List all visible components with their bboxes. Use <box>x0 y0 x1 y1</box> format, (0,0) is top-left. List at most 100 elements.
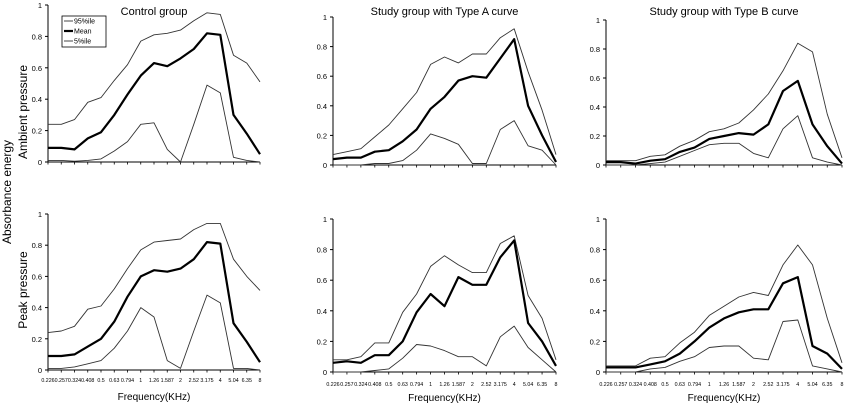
legend-label: Mean <box>74 29 92 36</box>
x-axis-label: Frequency(KHz) <box>688 393 761 403</box>
x-tick-label: 0.63 <box>675 382 685 388</box>
x-tick-label: 4 <box>513 382 516 388</box>
y-tick-label: 0 <box>38 158 42 167</box>
x-tick-label: 3.175 <box>200 378 213 384</box>
y-tick-label: 0.4 <box>317 307 327 316</box>
figure-labels: Absorbance energy Ambient pressure Peak … <box>0 65 30 329</box>
y-tick-label: 0.2 <box>590 132 600 141</box>
y-tick-label: 0.4 <box>590 103 600 112</box>
y-tick-label: 0.2 <box>590 337 600 346</box>
figure-ylabel: Absorbance energy <box>0 140 14 244</box>
x-tick-label: 0.257 <box>55 378 68 384</box>
x-axis-label: Frequency(KHz) <box>118 392 191 403</box>
y-tick-label: 0.2 <box>317 337 327 346</box>
y-tick-label: 0.2 <box>32 127 42 136</box>
x-tick-label: 0.257 <box>614 382 627 388</box>
x-tick-label: 0.324 <box>629 382 642 388</box>
x-tick-label: 0.226 <box>41 378 54 384</box>
x-tick-label: 2.52 <box>481 382 491 388</box>
y-tick-label: 0.4 <box>32 95 42 104</box>
x-tick-label: 0.5 <box>661 382 668 388</box>
y-tick-label: 0.8 <box>32 241 42 250</box>
y-tick-label: 0.8 <box>317 43 327 52</box>
series-line-95pctile <box>606 42 843 162</box>
legend-label: 5%ile <box>74 39 91 46</box>
x-tick-label: 1.587 <box>161 378 174 384</box>
panel-1: 0 0.2 0.4 0.6 0.8 1 Control group <box>32 1 261 167</box>
x-tick-label: 6.35 <box>242 378 252 384</box>
series-line-5pctile <box>333 120 557 166</box>
x-tick-label: 0.794 <box>121 378 134 384</box>
series-line-5pctile <box>48 84 261 163</box>
y-tick-label: 0 <box>323 368 327 377</box>
x-axis-label: Frequency(KHz) <box>408 393 481 403</box>
series-line-mean <box>332 239 557 367</box>
panel-title: Study group with Type B curve <box>650 6 799 18</box>
y-tick-label: 0 <box>596 368 600 377</box>
x-tick-label: 2 <box>471 382 474 388</box>
y-tick-label: 0.4 <box>317 102 327 111</box>
series-line-mean <box>606 79 843 165</box>
series-line-mean <box>332 38 557 163</box>
x-tick-label: 8 <box>259 378 262 384</box>
y-tick-label: 0.6 <box>317 276 327 285</box>
y-tick-label: 0.2 <box>32 335 42 344</box>
series-line-5pctile <box>48 294 261 371</box>
x-tick-label: 0.5 <box>97 378 104 384</box>
x-tick-label: 0.408 <box>81 378 94 384</box>
x-tick-label: 8 <box>555 382 558 388</box>
x-tick-label: 1.26 <box>149 378 159 384</box>
x-tick-label: 6.35 <box>822 382 832 388</box>
x-tick-label: 0.324 <box>354 382 367 388</box>
y-tick-label: 1 <box>596 16 600 25</box>
row-label-peak: Peak pressure <box>16 251 30 329</box>
x-tick-label: 1.587 <box>732 382 745 388</box>
series-line-95pctile <box>333 235 557 361</box>
x-tick-label: 2 <box>179 378 182 384</box>
x-tick-label: 5.04 <box>228 378 238 384</box>
y-tick-label: 0.2 <box>317 131 327 140</box>
series-line-mean <box>48 32 261 155</box>
panel-title: Study group with Type A curve <box>371 6 519 18</box>
y-tick-label: 1 <box>596 215 600 224</box>
panel-2: 0 0.2 0.4 0.6 0.8 1 Study group with Type A cu… <box>317 6 557 170</box>
x-tick-label: 4 <box>219 378 222 384</box>
series-line-mean <box>48 241 261 363</box>
series-line-95pctile <box>48 12 261 125</box>
legend-label: 95%ile <box>74 19 95 26</box>
y-tick-label: 0.8 <box>317 246 327 255</box>
y-tick-label: 0.4 <box>590 307 600 316</box>
x-tick-label: 1.587 <box>452 382 465 388</box>
y-tick-label: 1 <box>323 13 327 22</box>
legend: 95%ile Mean 5%ile <box>61 15 107 48</box>
y-tick-label: 1 <box>38 210 42 219</box>
x-tick-label: 1.26 <box>719 382 729 388</box>
y-tick-label: 1 <box>323 215 327 224</box>
y-tick-label: 0 <box>38 366 42 375</box>
x-tick-label: 2.52 <box>763 382 773 388</box>
y-tick-label: 0 <box>596 161 600 170</box>
series-line-5pctile <box>333 325 557 373</box>
series-line-mean <box>606 276 843 370</box>
x-tick-label: 3.175 <box>494 382 507 388</box>
panel-4: 0 0.2 0.4 0.6 0.8 1 0.226 0.257 0.324 0.408 0.5 0.6… <box>32 210 262 403</box>
panels: 0 0.2 0.4 0.6 0.8 1 Control group 0 0.2 0.4 0.6 0.8… <box>32 1 844 404</box>
series-line-95pctile <box>332 28 557 156</box>
series-line-5pctile <box>606 115 843 166</box>
y-tick-label: 1 <box>38 1 42 10</box>
x-tick-label: 0.226 <box>326 382 339 388</box>
x-tick-label: 5.04 <box>807 382 817 388</box>
y-tick-label: 0.6 <box>590 74 600 83</box>
x-tick-label: 8 <box>841 382 844 388</box>
panel-6: 0 0.2 0.4 0.6 0.8 1 0.226 0.257 0.324 0.408 0.5 0.6… <box>590 215 844 404</box>
x-tick-label: 0.257 <box>340 382 353 388</box>
x-tick-label: 5.04 <box>523 382 533 388</box>
x-tick-label: 0.794 <box>410 382 423 388</box>
x-tick-label: 0.794 <box>688 382 701 388</box>
row-label-ambient: Ambient pressure <box>16 65 30 159</box>
y-tick-label: 0.8 <box>590 45 600 54</box>
y-tick-label: 0.6 <box>317 72 327 81</box>
x-tick-label: 1.26 <box>439 382 449 388</box>
